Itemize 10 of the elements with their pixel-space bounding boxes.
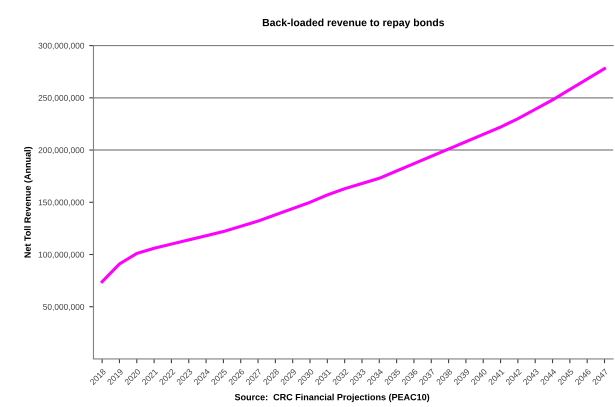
chart-title: Back-loaded revenue to repay bonds [262, 18, 444, 28]
y-tick-label: 150,000,000 [38, 199, 84, 206]
y-tick-label: 50,000,000 [43, 304, 84, 311]
y-tick-label: 200,000,000 [38, 147, 84, 154]
y-tick-label: 300,000,000 [38, 42, 84, 50]
y-axis-title: Net Toll Revenue (Annual) [24, 146, 33, 258]
line-series [100, 67, 606, 284]
y-tick-label: 250,000,000 [38, 95, 84, 102]
source-note: Source: CRC Financial Projections (PEAC10) [234, 394, 430, 402]
y-tick-label: 100,000,000 [38, 252, 84, 259]
